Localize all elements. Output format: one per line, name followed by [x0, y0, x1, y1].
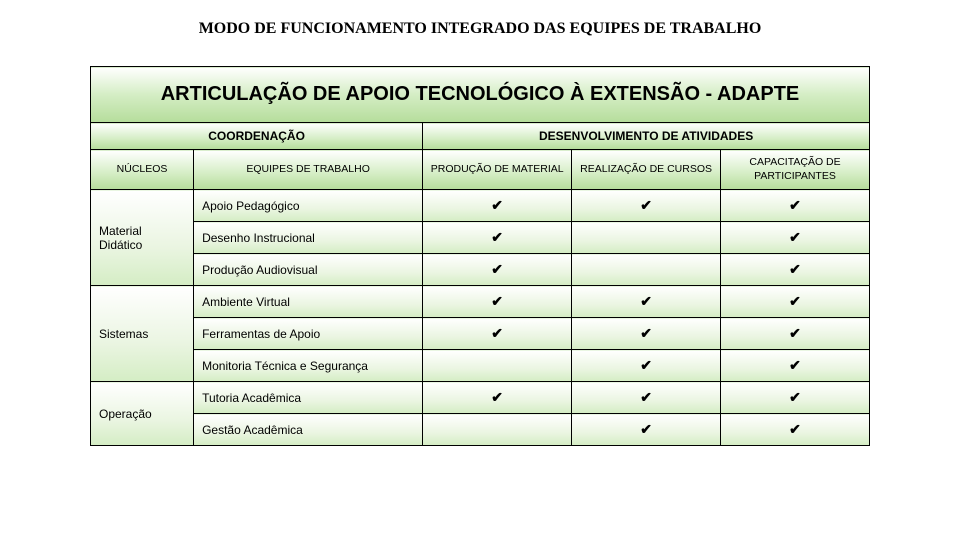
table-container: ARTICULAÇÃO DE APOIO TECNOLÓGICO À EXTEN…: [90, 66, 870, 446]
equipe-7: Gestão Acadêmica: [194, 414, 423, 446]
adapte-table: ARTICULAÇÃO DE APOIO TECNOLÓGICO À EXTEN…: [90, 66, 870, 446]
main-header: ARTICULAÇÃO DE APOIO TECNOLÓGICO À EXTEN…: [91, 67, 870, 123]
activ-header: DESENVOLVIMENTO DE ATIVIDADES: [423, 123, 870, 150]
check-0-1: ✔: [572, 190, 721, 222]
equipe-1: Desenho Instrucional: [194, 222, 423, 254]
check-3-2: ✔: [721, 286, 870, 318]
check-2-0: ✔: [423, 254, 572, 286]
check-7-0: [423, 414, 572, 446]
check-5-0: [423, 350, 572, 382]
check-3-1: ✔: [572, 286, 721, 318]
activity-col-0: PRODUÇÃO DE MATERIAL: [423, 150, 572, 190]
equipe-2: Produção Audiovisual: [194, 254, 423, 286]
nucleo-0: Material Didático: [91, 190, 194, 286]
check-1-1: [572, 222, 721, 254]
equipe-4: Ferramentas de Apoio: [194, 318, 423, 350]
check-5-1: ✔: [572, 350, 721, 382]
check-6-2: ✔: [721, 382, 870, 414]
check-4-0: ✔: [423, 318, 572, 350]
equipe-5: Monitoria Técnica e Segurança: [194, 350, 423, 382]
page-title: MODO DE FUNCIONAMENTO INTEGRADO DAS EQUI…: [0, 20, 960, 38]
equipe-6: Tutoria Acadêmica: [194, 382, 423, 414]
check-2-2: ✔: [721, 254, 870, 286]
activity-col-1: REALIZAÇÃO DE CURSOS: [572, 150, 721, 190]
nucleo-2: Operação: [91, 382, 194, 446]
check-1-2: ✔: [721, 222, 870, 254]
check-4-2: ✔: [721, 318, 870, 350]
check-0-0: ✔: [423, 190, 572, 222]
coord-header: COORDENAÇÃO: [91, 123, 423, 150]
equipe-3: Ambiente Virtual: [194, 286, 423, 318]
check-2-1: [572, 254, 721, 286]
check-6-0: ✔: [423, 382, 572, 414]
check-6-1: ✔: [572, 382, 721, 414]
check-5-2: ✔: [721, 350, 870, 382]
check-7-1: ✔: [572, 414, 721, 446]
equipes-col-header: EQUIPES DE TRABALHO: [194, 150, 423, 190]
equipe-0: Apoio Pedagógico: [194, 190, 423, 222]
check-0-2: ✔: [721, 190, 870, 222]
nucleo-1: Sistemas: [91, 286, 194, 382]
check-1-0: ✔: [423, 222, 572, 254]
check-3-0: ✔: [423, 286, 572, 318]
check-4-1: ✔: [572, 318, 721, 350]
check-7-2: ✔: [721, 414, 870, 446]
activity-col-2: CAPACITAÇÃO DE PARTICIPANTES: [721, 150, 870, 190]
nucleos-col-header: NÚCLEOS: [91, 150, 194, 190]
